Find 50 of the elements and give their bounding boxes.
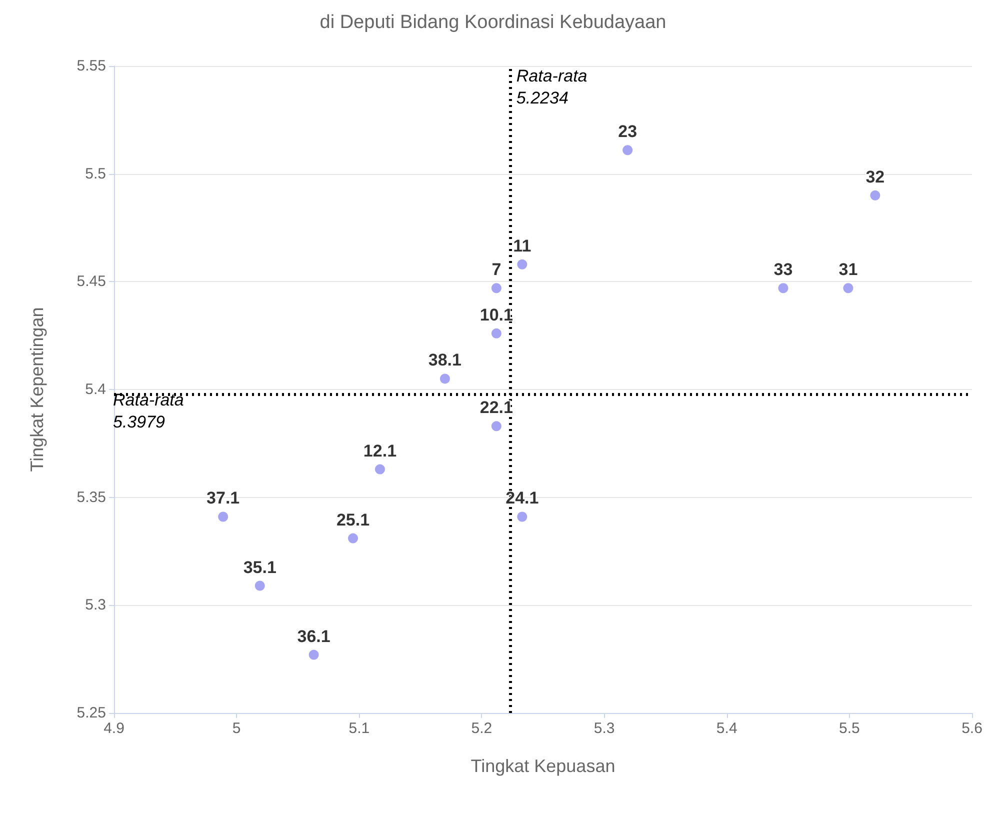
point [870,190,880,200]
point [254,580,265,591]
annotation: 22.1 [480,398,513,418]
annotation: 24.1 [506,488,539,508]
annotation: 7 [492,260,502,280]
point [374,464,385,474]
point [778,283,788,294]
annotation: 31 [838,260,858,280]
annotation: 23 [618,122,638,142]
y-axis-title: Tingkat Kepentingan [27,307,47,472]
y-tick-label: 5.5 [85,165,106,182]
annotation: 12.1 [363,441,397,460]
point [843,283,854,294]
annotation: 37.1 [206,488,240,508]
annotation: 36.1 [297,626,330,646]
point [491,421,502,432]
point [517,512,528,522]
y-tick-label: 5.3 [85,596,106,614]
x-tick-label: 5.4 [716,720,738,737]
point [622,145,633,156]
annotation: 35.1 [243,558,276,577]
y-tick-label: 5.45 [76,273,106,290]
x-tick-label: 5.2 [471,720,492,737]
point [491,283,502,294]
x-tick-label: 4.9 [104,720,124,737]
x-tick-label: 5.3 [594,720,615,737]
x-tick-label: 5 [232,720,241,737]
x-axis-title: Tingkat Kepuasan [470,756,616,776]
y-tick-label: 5.25 [76,704,106,722]
chart-title: di Deputi Bidang Koordinasi Kebudayaan [320,12,666,33]
y-tick-label: 5.35 [76,488,106,506]
x-tick-label: 5.5 [839,720,860,737]
point [348,533,358,544]
point [308,650,319,660]
annotation: 32 [866,167,885,186]
point [218,512,228,522]
annotation: 10.1 [480,305,513,324]
ref-line-label: Rata-rata 5.2234 [516,66,588,108]
point [440,374,450,384]
x-tick-label: 5.6 [962,720,982,737]
y-tick-label: 5.55 [76,58,106,74]
annotation: 38.1 [428,350,462,370]
x-tick-label: 5.1 [348,720,370,737]
annotation: 25.1 [336,510,370,530]
annotation: 11 [513,236,532,256]
point [517,259,528,270]
y-tick-label: 5.4 [85,381,106,398]
annotation: 33 [774,260,793,280]
point [491,328,502,338]
ref-line-label: Rata-rata 5.3979 [113,390,184,432]
